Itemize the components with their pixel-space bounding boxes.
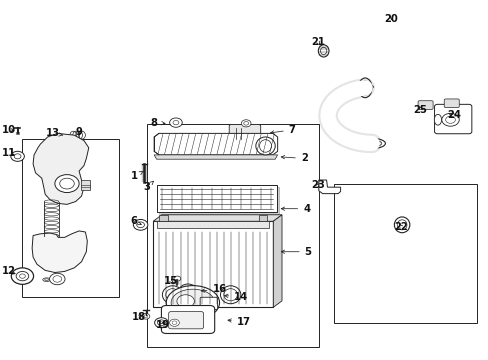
Circle shape <box>11 151 24 161</box>
FancyBboxPatch shape <box>229 125 260 142</box>
Text: 8: 8 <box>150 118 165 128</box>
Ellipse shape <box>318 45 328 57</box>
Bar <box>81 180 90 190</box>
Text: 19: 19 <box>155 320 169 330</box>
Circle shape <box>16 271 29 281</box>
Ellipse shape <box>396 220 406 230</box>
Ellipse shape <box>393 217 409 233</box>
Ellipse shape <box>166 285 219 320</box>
Text: 15: 15 <box>163 276 178 286</box>
Text: 5: 5 <box>281 247 311 257</box>
FancyBboxPatch shape <box>168 312 203 329</box>
Circle shape <box>445 116 454 123</box>
Bar <box>156 185 276 212</box>
Circle shape <box>154 318 168 328</box>
Bar <box>159 187 279 214</box>
Circle shape <box>441 113 458 126</box>
Ellipse shape <box>224 289 237 301</box>
Ellipse shape <box>320 47 326 54</box>
Text: 4: 4 <box>281 204 309 214</box>
Text: 22: 22 <box>393 222 407 231</box>
Circle shape <box>172 321 177 324</box>
Text: 21: 21 <box>310 37 324 47</box>
Circle shape <box>20 274 25 278</box>
Circle shape <box>49 273 65 285</box>
Circle shape <box>157 320 165 325</box>
Text: 25: 25 <box>413 105 427 115</box>
Ellipse shape <box>433 114 441 125</box>
Polygon shape <box>318 180 340 194</box>
Circle shape <box>169 118 182 127</box>
Circle shape <box>174 276 181 281</box>
Circle shape <box>53 276 61 282</box>
Ellipse shape <box>183 288 193 293</box>
Text: 9: 9 <box>76 127 82 136</box>
Ellipse shape <box>358 78 371 98</box>
Bar <box>258 215 267 221</box>
Circle shape <box>142 314 149 319</box>
Text: 23: 23 <box>310 180 324 190</box>
Polygon shape <box>273 215 282 307</box>
Polygon shape <box>33 134 89 204</box>
Ellipse shape <box>360 81 369 95</box>
Text: 20: 20 <box>384 14 398 24</box>
FancyBboxPatch shape <box>417 101 432 109</box>
Text: 10: 10 <box>2 125 16 135</box>
Circle shape <box>55 175 79 193</box>
Circle shape <box>173 121 179 125</box>
Text: 11: 11 <box>2 148 16 158</box>
Bar <box>16 132 19 134</box>
Circle shape <box>243 122 248 125</box>
Circle shape <box>177 295 194 308</box>
Text: 14: 14 <box>224 292 248 302</box>
Ellipse shape <box>171 289 214 316</box>
FancyBboxPatch shape <box>161 306 214 333</box>
Text: 1: 1 <box>131 171 143 181</box>
Text: 12: 12 <box>2 266 16 276</box>
Ellipse shape <box>362 140 381 147</box>
Polygon shape <box>32 231 87 273</box>
FancyBboxPatch shape <box>443 99 458 108</box>
Circle shape <box>184 288 191 293</box>
Circle shape <box>11 268 34 284</box>
Text: 3: 3 <box>143 181 153 192</box>
Polygon shape <box>154 134 277 155</box>
Circle shape <box>14 154 21 159</box>
Circle shape <box>143 315 147 318</box>
Circle shape <box>60 178 74 189</box>
Text: 13: 13 <box>45 129 62 138</box>
Text: 2: 2 <box>281 153 307 163</box>
Bar <box>334 184 476 323</box>
Text: 24: 24 <box>447 111 461 121</box>
FancyBboxPatch shape <box>434 104 471 134</box>
Circle shape <box>179 284 196 297</box>
Ellipse shape <box>259 140 271 152</box>
Circle shape <box>137 222 144 228</box>
Circle shape <box>241 120 250 127</box>
Ellipse shape <box>162 286 183 304</box>
Bar <box>22 139 119 297</box>
Bar <box>146 125 318 347</box>
Text: 17: 17 <box>227 317 250 327</box>
Text: 6: 6 <box>130 216 141 226</box>
Circle shape <box>133 220 147 230</box>
Ellipse shape <box>220 286 241 304</box>
Text: 18: 18 <box>131 312 145 322</box>
FancyBboxPatch shape <box>200 297 217 310</box>
Text: 7: 7 <box>270 125 295 135</box>
Ellipse shape <box>44 279 48 280</box>
Polygon shape <box>154 155 277 159</box>
Ellipse shape <box>165 289 179 301</box>
Ellipse shape <box>358 138 385 148</box>
Polygon shape <box>153 215 282 221</box>
Ellipse shape <box>42 278 50 282</box>
Bar <box>157 221 269 228</box>
Bar <box>159 215 167 221</box>
Circle shape <box>169 319 179 326</box>
Circle shape <box>160 321 163 324</box>
Text: 16: 16 <box>201 284 226 294</box>
Bar <box>153 221 273 307</box>
Ellipse shape <box>255 137 275 155</box>
